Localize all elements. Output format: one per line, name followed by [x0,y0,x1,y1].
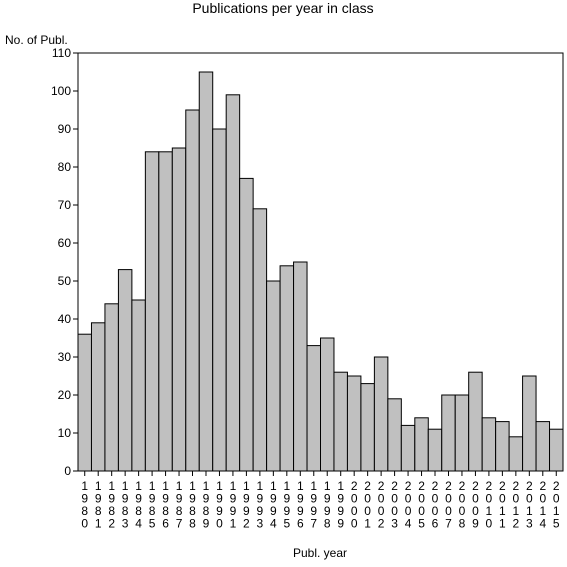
y-tick-label-10: 10 [58,426,72,440]
bar-1982 [104,303,119,472]
bar-2012 [508,436,524,472]
bar-2009 [468,371,483,472]
bar-1989 [198,71,214,472]
bar-1986 [158,151,173,472]
y-tick-label-50: 50 [58,274,72,288]
y-tick-label-0: 0 [64,464,71,478]
bar-2013 [522,375,537,472]
y-tick-label-80: 80 [58,160,72,174]
bar-1988 [185,109,200,472]
bar-2000 [346,375,362,472]
bar-1985 [144,151,160,472]
bar-2014 [535,421,551,472]
bar-1984 [131,299,146,472]
bar-1992 [239,177,254,472]
bar-1990 [212,128,227,472]
y-tick-label-90: 90 [58,122,72,136]
bar-2008 [454,394,470,472]
bar-1995 [279,265,295,472]
x-axis-label: Publ. year [293,546,347,560]
bar-1996 [293,261,308,472]
bar-2003 [387,398,402,472]
x-axis: 1 9 8 0 1 9 8 1 1 9 8 2 1 9 8 3 1 9 8 4 1 9 8 5 1 9 8 6 1 9 8 7 1 9 8 8 1 9 8 9… [81,471,560,531]
bar-2002 [373,356,389,472]
bar-1991 [225,94,241,472]
bar-1997 [306,345,321,472]
y-tick-label-70: 70 [58,198,72,212]
y-tick-label-60: 60 [58,236,72,250]
y-tick-label-100: 100 [51,84,71,98]
bar-2015 [549,428,564,472]
bar-1987 [171,147,187,472]
y-tick-label-110: 110 [52,46,71,60]
bar-1994 [266,280,281,472]
bar-1980 [77,333,92,472]
y-axis-label: No. of Publ. [5,33,68,47]
bar-2001 [360,383,375,472]
bar-1983 [117,269,133,472]
bar-2011 [495,421,510,472]
bar-1998 [320,337,335,472]
bar-1993 [252,208,268,472]
bar-2005 [414,417,429,472]
bar-1981 [90,322,106,472]
bar-2004 [400,424,416,472]
y-tick-label-20: 20 [58,388,72,402]
y-tick-label-40: 40 [58,312,72,326]
bar-2010 [481,417,497,472]
plot-frame [77,52,564,472]
y-axis: 0 10 20 30 40 50 60 70 80 90 100 110 [51,46,78,478]
bar-2006 [427,428,443,472]
y-tick-label-30: 30 [58,350,72,364]
bar-2007 [441,394,456,472]
chart-title: Publications per year in class [192,0,373,16]
bars-group [77,71,564,472]
bar-1999 [333,371,348,472]
